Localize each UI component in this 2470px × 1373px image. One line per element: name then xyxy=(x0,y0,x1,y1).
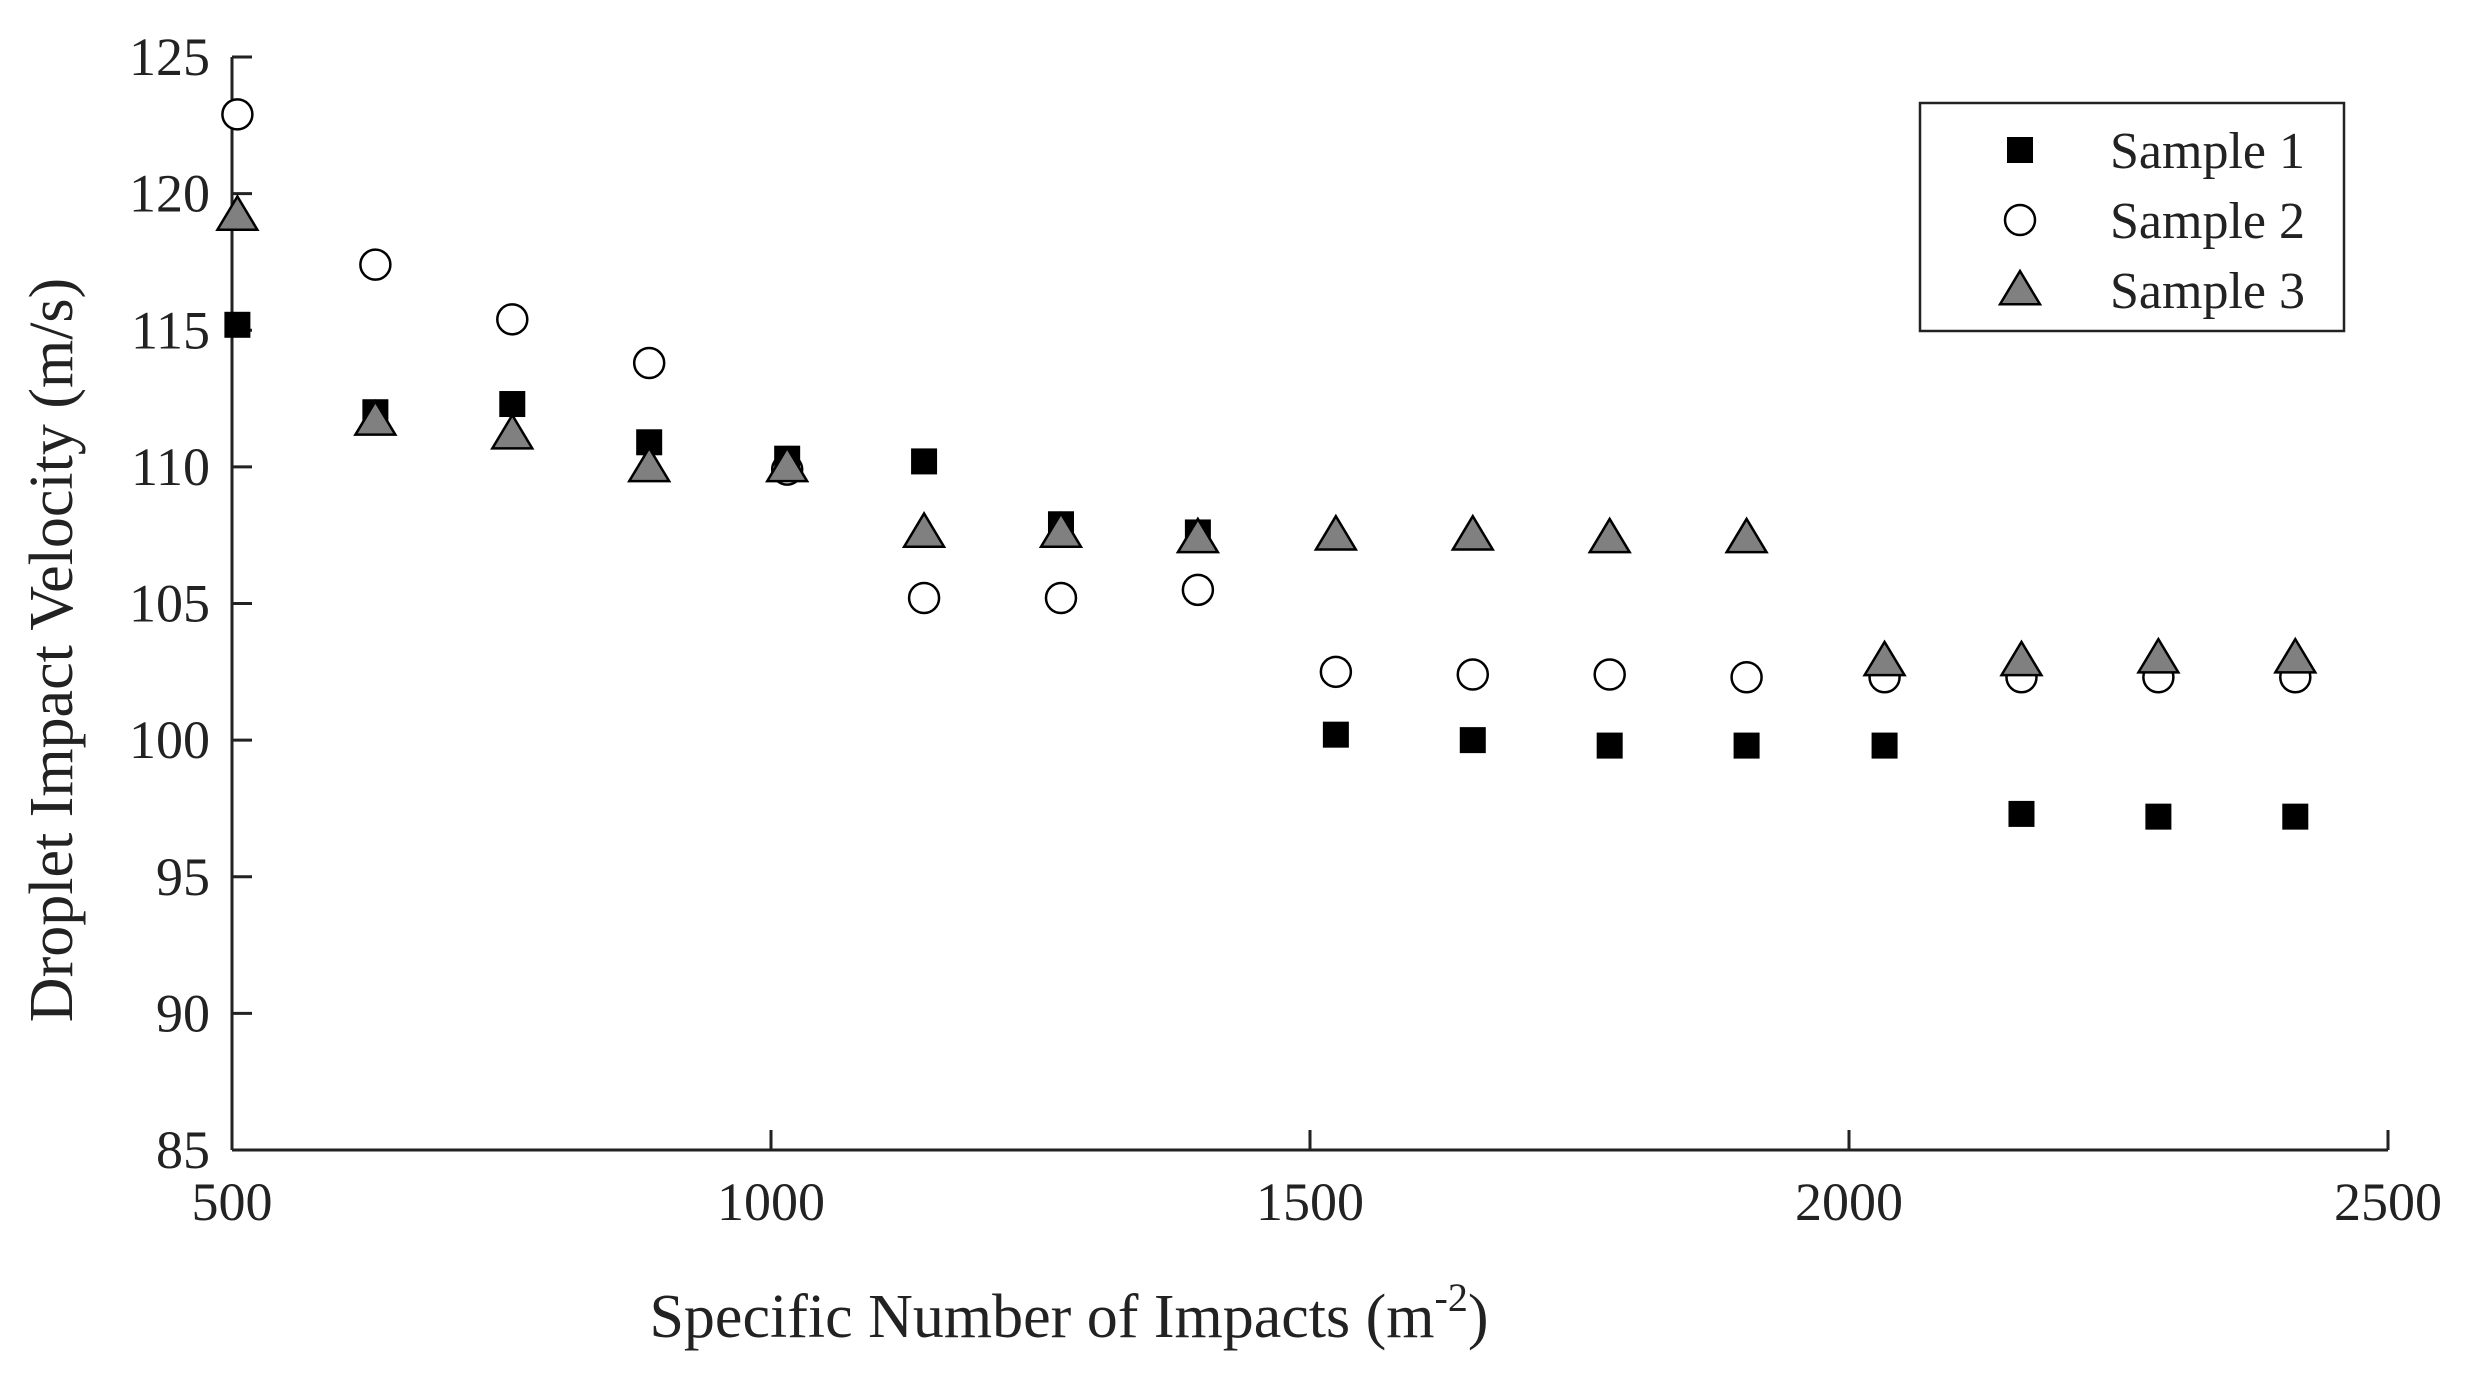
data-point-triangle xyxy=(215,194,260,231)
data-point-square xyxy=(2282,803,2309,830)
data-point-circle xyxy=(359,248,392,281)
data-point-circle xyxy=(1730,661,1763,694)
data-point-circle xyxy=(1044,581,1078,615)
x-tick-label: 2500 xyxy=(2334,1172,2442,1232)
data-point-triangle xyxy=(1450,513,1495,551)
data-point-square xyxy=(1322,721,1349,748)
x-axis-title: Specific Number of Impacts (m-2) xyxy=(649,1275,1488,1351)
y-axis-ticks: 85 90 95 100 105 110 115 120 125 xyxy=(129,27,252,1180)
legend-box xyxy=(1918,101,2346,333)
y-tick-label: 90 xyxy=(156,983,210,1043)
data-point-square xyxy=(911,448,938,475)
x-axis-title-superscript: -2 xyxy=(1435,1275,1468,1320)
data-point-triangle xyxy=(1313,513,1359,551)
series-3 xyxy=(215,194,2318,677)
data-point-circle xyxy=(221,98,254,131)
x-tick-label: 2000 xyxy=(1795,1172,1903,1232)
x-tick-label: 500 xyxy=(192,1172,273,1232)
legend-label: Sample 1 xyxy=(2110,123,2305,180)
data-point-square xyxy=(1596,732,1623,759)
y-tick-label: 100 xyxy=(129,710,210,770)
data-point-triangle xyxy=(1862,639,1907,677)
data-point-circle xyxy=(632,346,666,380)
data-point-triangle xyxy=(1175,516,1221,554)
data-point-square xyxy=(2145,803,2172,830)
data-point-square xyxy=(1459,727,1486,754)
data-point-triangle xyxy=(1587,516,1632,554)
data-point-square xyxy=(2008,800,2035,827)
data-point-triangle xyxy=(1038,511,1084,548)
data-point-circle xyxy=(496,303,529,336)
data-point-triangle xyxy=(353,398,398,436)
data-point-triangle xyxy=(2136,636,2181,674)
x-tick-label: 1500 xyxy=(1256,1172,1364,1232)
y-tick-label: 125 xyxy=(129,27,210,87)
data-points xyxy=(215,98,2318,830)
legend-marker-circle xyxy=(2003,203,2037,237)
x-tick-label: 1000 xyxy=(717,1172,825,1232)
legend-marker-square xyxy=(2007,137,2033,163)
data-point-circle xyxy=(1181,573,1215,607)
data-point-triangle xyxy=(2273,636,2318,674)
data-point-triangle xyxy=(627,445,672,483)
data-point-square xyxy=(1733,732,1760,759)
data-point-square xyxy=(1871,732,1898,759)
legend-label: Sample 3 xyxy=(2110,263,2305,320)
y-tick-label: 105 xyxy=(129,574,210,634)
x-axis-title-suffix: ) xyxy=(1468,1283,1489,1351)
data-point-circle xyxy=(1456,658,1490,691)
data-point-circle xyxy=(1593,658,1626,691)
y-tick-label: 120 xyxy=(129,164,210,224)
series-1 xyxy=(224,311,2309,830)
data-point-circle xyxy=(907,581,941,615)
y-tick-label: 95 xyxy=(156,847,210,907)
data-point-triangle xyxy=(1999,639,2044,677)
legend: Sample 1 Sample 2 Sample 3 xyxy=(1918,101,2346,333)
y-tick-label: 85 xyxy=(156,1120,210,1180)
x-axis-ticks: 500 1000 1500 2000 2500 xyxy=(192,1130,2442,1232)
legend-marker-triangle xyxy=(1997,268,2043,306)
data-point-triangle xyxy=(901,511,947,548)
data-point-square xyxy=(224,311,251,338)
x-axis-title-main: Specific Number of Impacts (m xyxy=(649,1283,1434,1351)
y-tick-label: 110 xyxy=(131,437,210,497)
data-point-triangle xyxy=(765,445,810,483)
y-tick-label: 115 xyxy=(131,300,210,360)
data-point-triangle xyxy=(490,412,535,450)
data-point-triangle xyxy=(1724,516,1769,554)
data-point-circle xyxy=(1319,655,1353,689)
y-axis-title: Droplet Impact Velocity (m/s) xyxy=(18,278,86,1022)
legend-label: Sample 2 xyxy=(2110,193,2305,250)
